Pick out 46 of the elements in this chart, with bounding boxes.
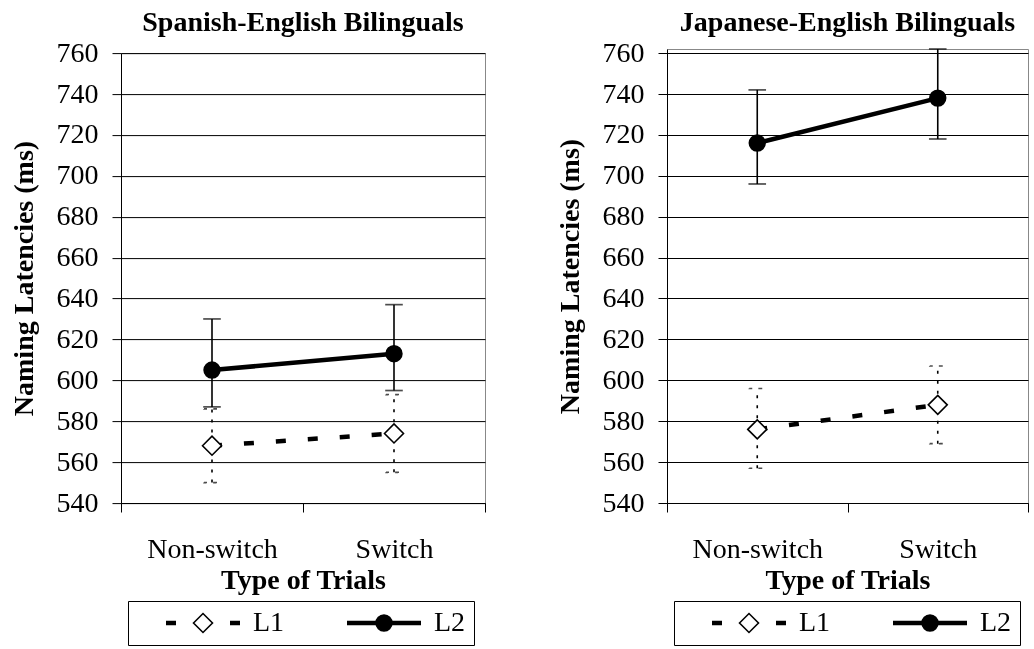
point <box>927 394 949 416</box>
y-tick-label: 600 <box>56 363 99 395</box>
point <box>383 423 405 444</box>
point <box>201 435 223 457</box>
point <box>929 89 947 107</box>
y-tick-label: 580 <box>602 404 645 436</box>
y-tick-label: 580 <box>56 404 99 436</box>
legend-label: L1 <box>799 606 831 637</box>
chart-title: Japanese-English Bilinguals <box>679 6 1016 38</box>
x-tick-label: Non-switch <box>147 532 278 564</box>
legend-label: L2 <box>434 606 466 637</box>
y-tick-label: 640 <box>56 282 99 313</box>
point <box>748 134 766 152</box>
y-tick-label: 560 <box>602 445 645 477</box>
y-tick-label: 680 <box>56 200 99 232</box>
point <box>203 361 221 379</box>
y-tick-label: 740 <box>56 77 99 109</box>
y-tick-label: 760 <box>56 36 99 68</box>
x-axis-title: Type of Trials <box>221 563 387 595</box>
y-tick-label: 720 <box>602 118 645 150</box>
point <box>385 345 403 363</box>
y-tick-label: 620 <box>602 322 645 354</box>
y-axis-title: Naming Latencies (ms) <box>7 140 39 417</box>
y-tick-label: 680 <box>602 200 645 232</box>
y-tick-label: 760 <box>602 36 645 68</box>
y-tick-label: 600 <box>602 363 645 395</box>
y-axis-title: Naming Latencies (ms) <box>553 138 585 415</box>
point <box>746 419 768 440</box>
y-tick-label: 540 <box>56 486 99 518</box>
y-tick-label: 620 <box>56 322 99 354</box>
y-tick-label: 700 <box>56 159 99 191</box>
x-tick-label: Switch <box>355 532 434 564</box>
y-tick-label: 540 <box>602 486 645 518</box>
x-tick-label: Non-switch <box>692 532 824 564</box>
chart-title: Spanish-English Bilinguals <box>142 6 464 38</box>
x-axis-title: Type of Trials <box>765 563 931 595</box>
y-tick-label: 640 <box>602 282 645 313</box>
y-tick-label: 720 <box>56 118 99 150</box>
y-tick-label: 740 <box>602 77 645 109</box>
legend-label: L1 <box>253 606 285 637</box>
y-tick-label: 700 <box>602 159 645 191</box>
y-tick-label: 660 <box>56 241 99 273</box>
legend-label: L2 <box>980 606 1012 637</box>
y-tick-label: 560 <box>56 445 99 477</box>
x-tick-label: Switch <box>899 532 978 564</box>
y-tick-label: 660 <box>602 241 645 273</box>
